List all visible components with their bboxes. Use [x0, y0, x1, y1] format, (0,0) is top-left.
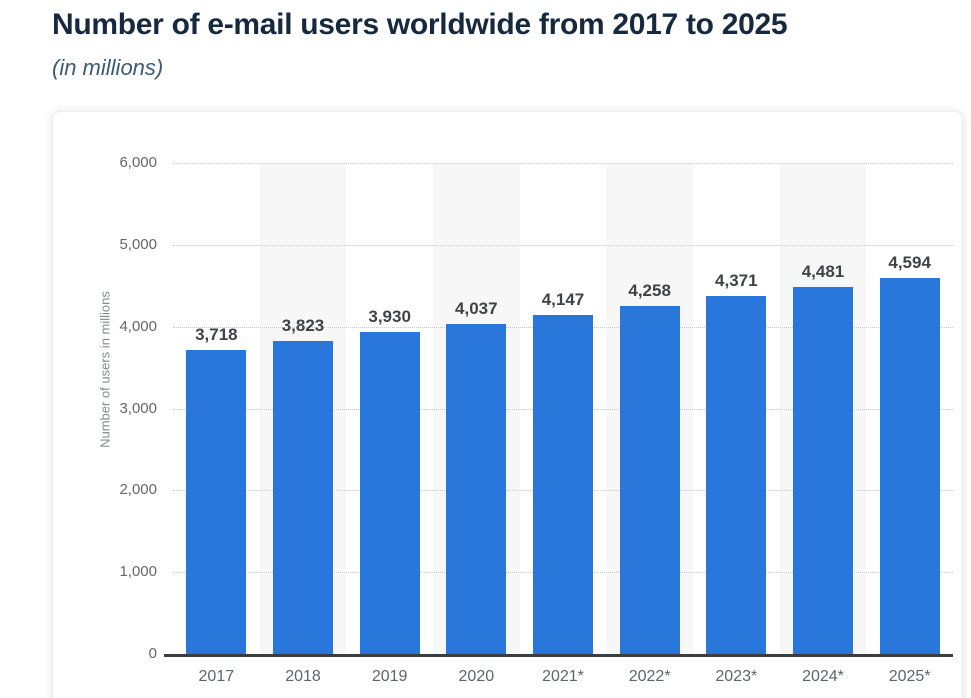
bar[interactable] — [706, 296, 767, 654]
bar-value-label: 3,718 — [195, 324, 238, 344]
bar[interactable] — [359, 332, 420, 654]
bar-value-label: 4,371 — [715, 271, 758, 291]
x-tick-label: 2022* — [628, 668, 671, 685]
bar[interactable] — [793, 287, 853, 654]
bar-value-label: 4,594 — [888, 253, 931, 273]
y-tick-label: 4,000 — [119, 317, 157, 335]
bar[interactable] — [446, 323, 507, 654]
bar-value-label: 4,258 — [628, 280, 671, 300]
x-tick-label: 2023* — [715, 668, 758, 685]
plot-area: 3,718 3,823 3,930 4,037 4,147 4,258 4,371 4,481… — [173, 163, 953, 654]
bar[interactable] — [186, 349, 247, 654]
x-tick-label: 2025* — [888, 668, 931, 685]
bar-value-label: 4,147 — [541, 289, 585, 309]
y-tick-label: 6,000 — [119, 154, 157, 171]
y-tick-label: 3,000 — [119, 399, 157, 417]
x-tick-label: 2024* — [802, 668, 844, 685]
x-tick-label: 2019 — [371, 668, 408, 685]
y-tick-label: 5,000 — [119, 235, 157, 253]
chart-card: Number of users in millions 3,718 3,823 3,… — [52, 111, 963, 698]
gridline — [173, 163, 953, 164]
x-tick-label: 2018 — [285, 668, 321, 685]
x-tick-label: 2020 — [458, 668, 495, 685]
chart-title: Number of e-mail users worldwide from 20… — [52, 8, 788, 41]
bar[interactable] — [273, 341, 333, 654]
y-tick-label: 0 — [148, 645, 157, 662]
y-tick-label: 2,000 — [119, 481, 157, 499]
y-axis-title: Number of users in millions — [97, 291, 113, 448]
chart-subtitle: (in millions) — [52, 55, 164, 80]
bar[interactable] — [533, 314, 593, 654]
bar[interactable] — [879, 278, 940, 654]
bar[interactable] — [619, 305, 680, 654]
bar-value-label: 4,037 — [455, 298, 498, 318]
bar-value-label: 3,823 — [281, 316, 325, 336]
x-axis-line — [164, 654, 953, 657]
gridline — [173, 244, 953, 246]
bar-value-label: 3,930 — [368, 307, 411, 327]
y-tick-label: 1,000 — [119, 563, 157, 581]
x-tick-label: 2017 — [198, 668, 235, 685]
bar-value-label: 4,481 — [801, 262, 845, 282]
x-tick-label: 2021* — [542, 668, 584, 685]
